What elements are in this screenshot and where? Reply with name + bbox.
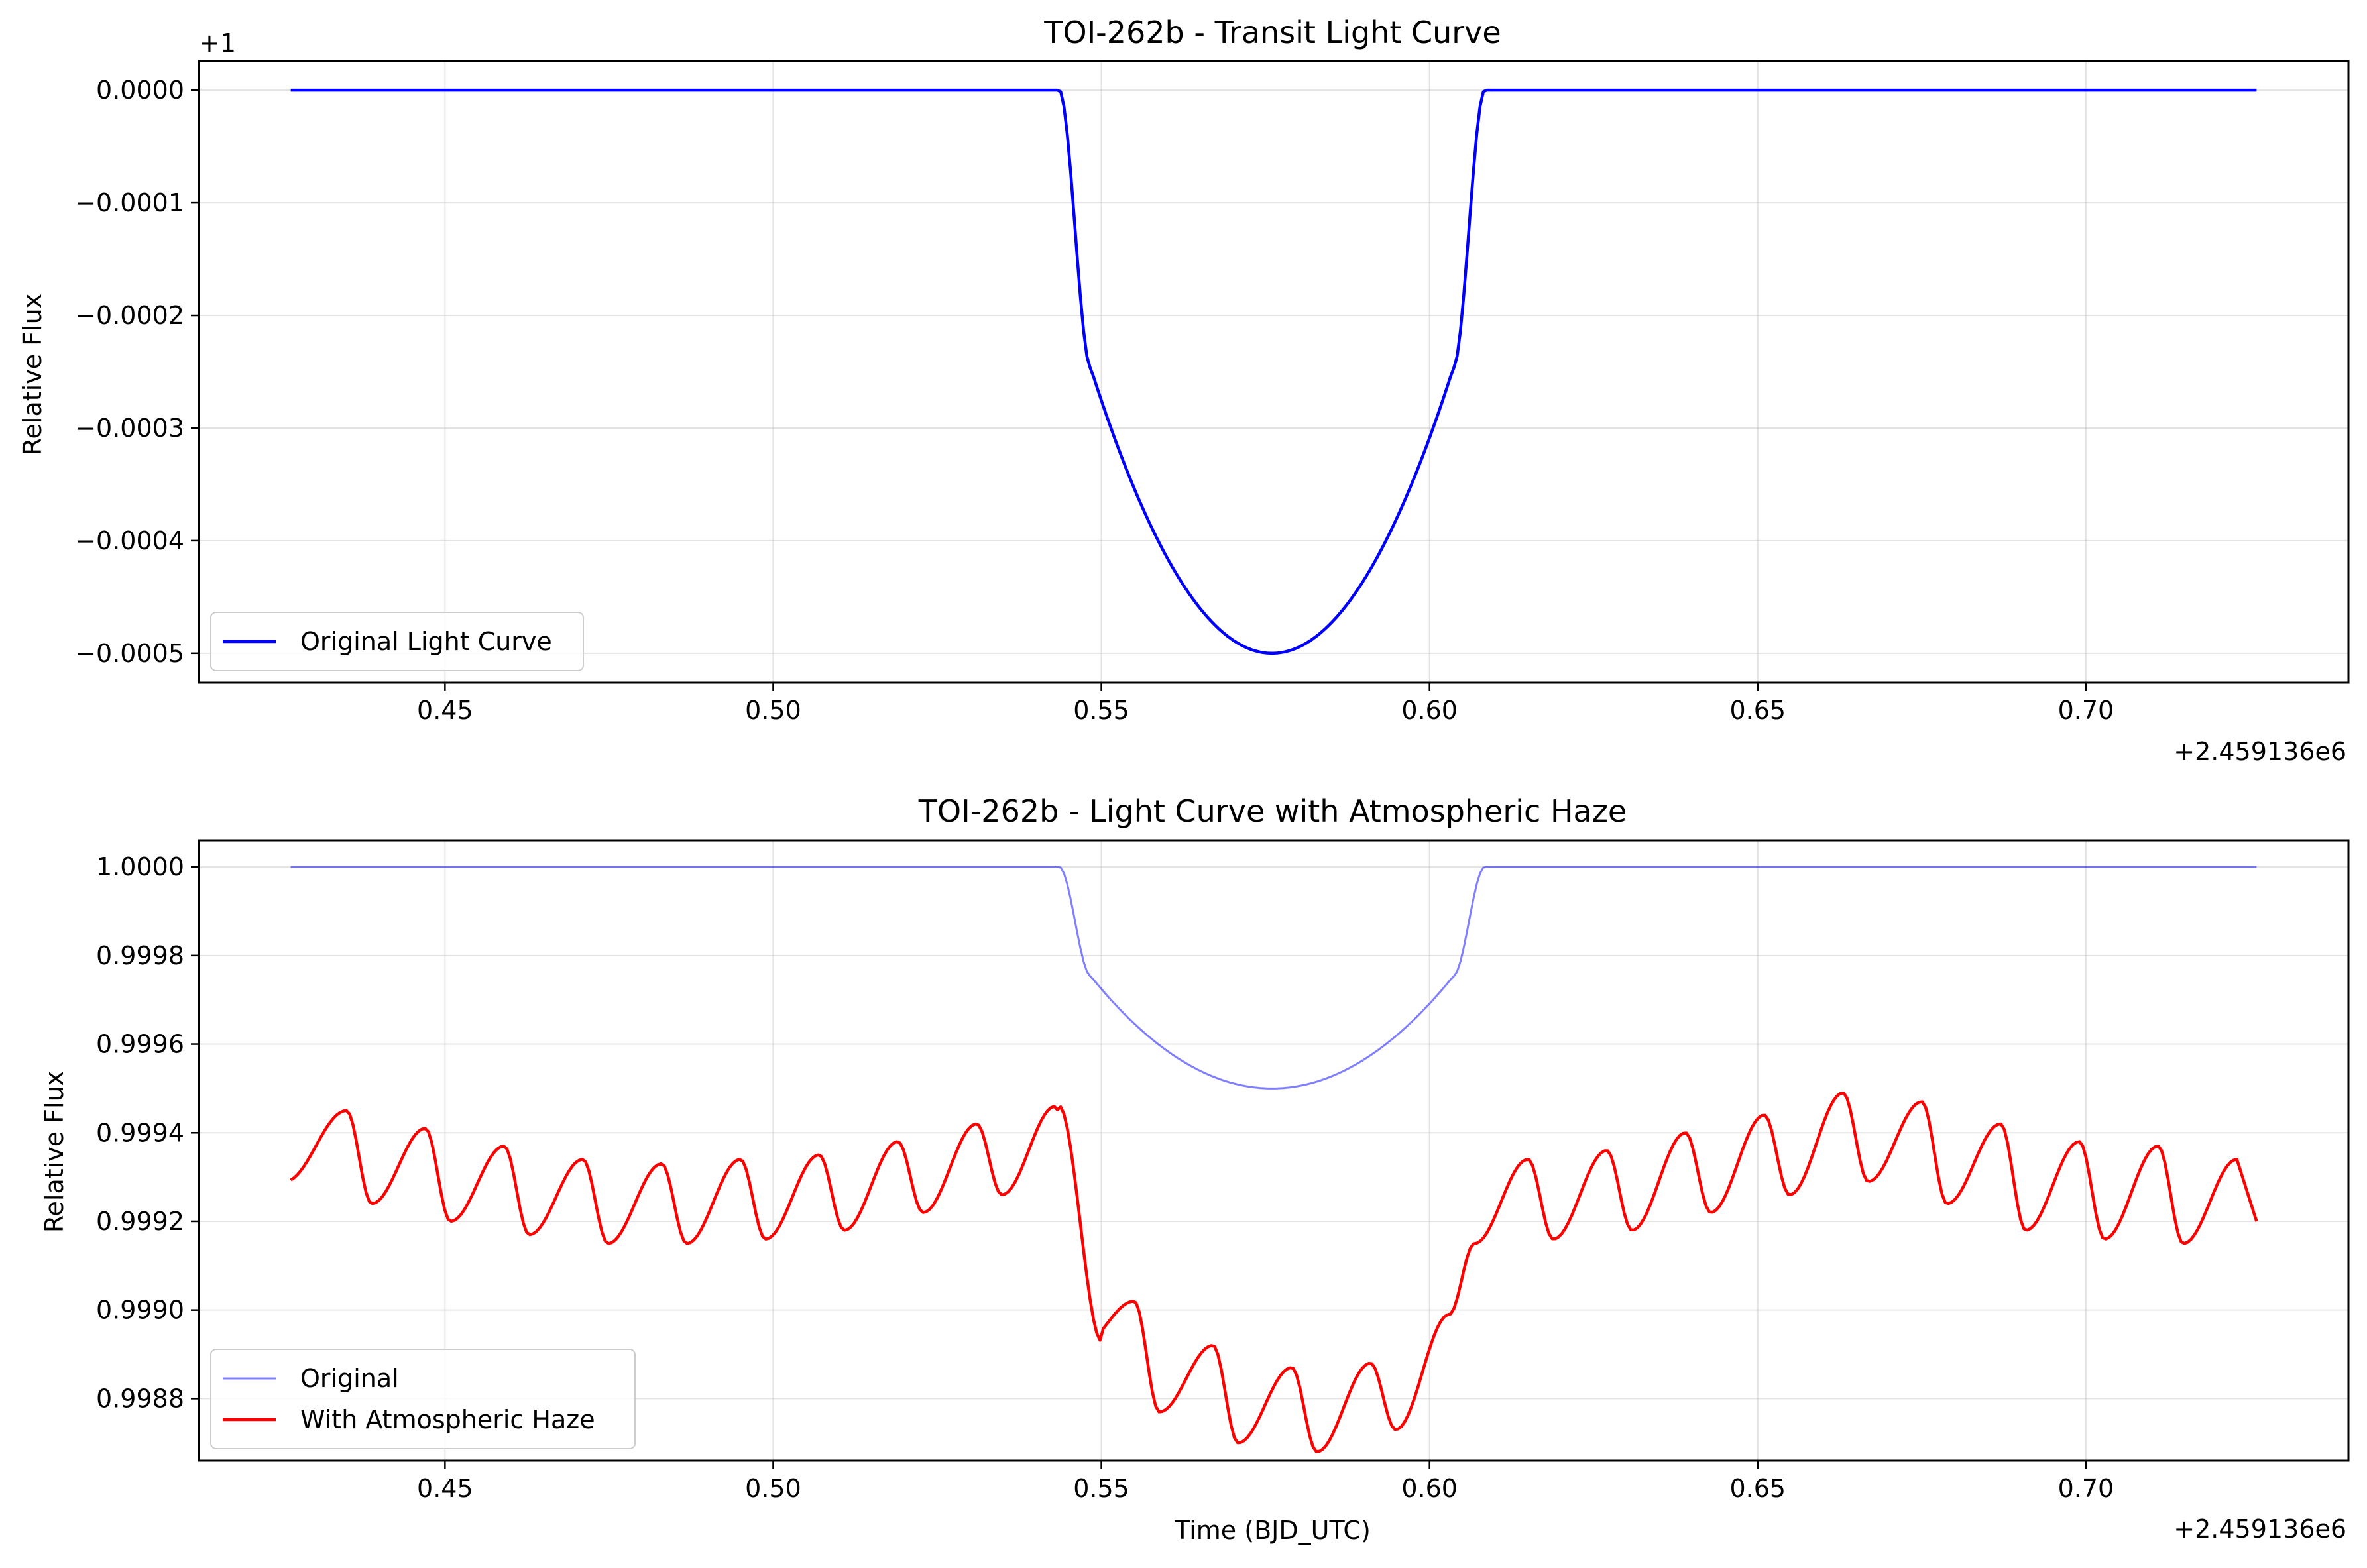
- legend-entry-label: Original: [300, 1364, 399, 1393]
- y-tick-label: −0.0002: [75, 301, 184, 330]
- y-tick-label: 1.0000: [96, 852, 184, 881]
- series-line-1: [290, 866, 2257, 1090]
- chart-transit-light-curve: TOI-262b - Transit Light Curve Relative …: [18, 15, 2350, 766]
- series-layer: [290, 88, 2257, 655]
- y-tick-label: 0.0000: [96, 76, 184, 105]
- y-tick-label: 0.9988: [96, 1384, 184, 1413]
- plot-frame: [198, 60, 2350, 684]
- y-tick-label: −0.0003: [75, 414, 184, 443]
- y-tick-label: 0.9994: [96, 1118, 184, 1147]
- series-line-2: [290, 1092, 2258, 1453]
- x-tick-label: 0.45: [417, 1474, 473, 1503]
- x-tick-label: 0.60: [1401, 696, 1458, 725]
- y-tick-label: 0.9998: [96, 941, 184, 970]
- legend-entry-label: With Atmospheric Haze: [300, 1405, 595, 1434]
- x-tick-label: 0.65: [1729, 1474, 1786, 1503]
- series-line-1: [290, 88, 2257, 655]
- plot-frame: [198, 839, 2350, 1462]
- x-tick-label: 0.55: [1073, 696, 1129, 725]
- chart-haze-light-curve: TOI-262b - Light Curve with Atmospheric …: [40, 793, 2350, 1545]
- y-tick-label: −0.0001: [75, 188, 184, 217]
- axis-ticks: 0.45 0.50 0.55 0.60 0.65 0.70 1.0000 0.9998 0.99…: [96, 852, 2114, 1503]
- x-tick-label: 0.60: [1401, 1474, 1458, 1503]
- x-tick-label: 0.45: [417, 696, 473, 725]
- x-tick-label: 0.65: [1729, 696, 1786, 725]
- y-tick-label: 0.9990: [96, 1296, 184, 1325]
- legend-entry-label: Original Light Curve: [300, 627, 552, 656]
- x-tick-label: 0.70: [2058, 696, 2114, 725]
- y-tick-label: 0.9992: [96, 1207, 184, 1236]
- legend-box: [210, 1349, 636, 1449]
- y-offset-text: +1: [199, 28, 236, 58]
- axis-ticks: 0.45 0.50 0.55 0.60 0.65 0.70 0.0000 −0.0001 −0.…: [75, 76, 2114, 725]
- series-layer: [290, 866, 2258, 1453]
- chart-title: TOI-262b - Light Curve with Atmospheric …: [918, 793, 1627, 829]
- x-offset-text: +2.459136e6: [2173, 1514, 2346, 1543]
- x-tick-label: 0.55: [1073, 1474, 1129, 1503]
- x-offset-text: +2.459136e6: [2173, 737, 2346, 766]
- legend-box: [210, 612, 584, 671]
- y-tick-label: −0.0004: [75, 526, 184, 555]
- x-axis-label: Time (BJD_UTC): [1174, 1516, 1371, 1545]
- x-tick-label: 0.70: [2058, 1474, 2114, 1503]
- y-tick-label: −0.0005: [75, 639, 184, 668]
- x-tick-label: 0.50: [745, 1474, 801, 1503]
- x-tick-label: 0.50: [745, 696, 801, 725]
- legend: Original Light Curve: [210, 612, 584, 671]
- chart-title: TOI-262b - Transit Light Curve: [1043, 15, 1501, 50]
- y-axis-label: Relative Flux: [40, 1071, 69, 1233]
- y-tick-label: 0.9996: [96, 1030, 184, 1059]
- y-axis-label: Relative Flux: [18, 294, 47, 455]
- legend: Original With Atmospheric Haze: [210, 1349, 636, 1449]
